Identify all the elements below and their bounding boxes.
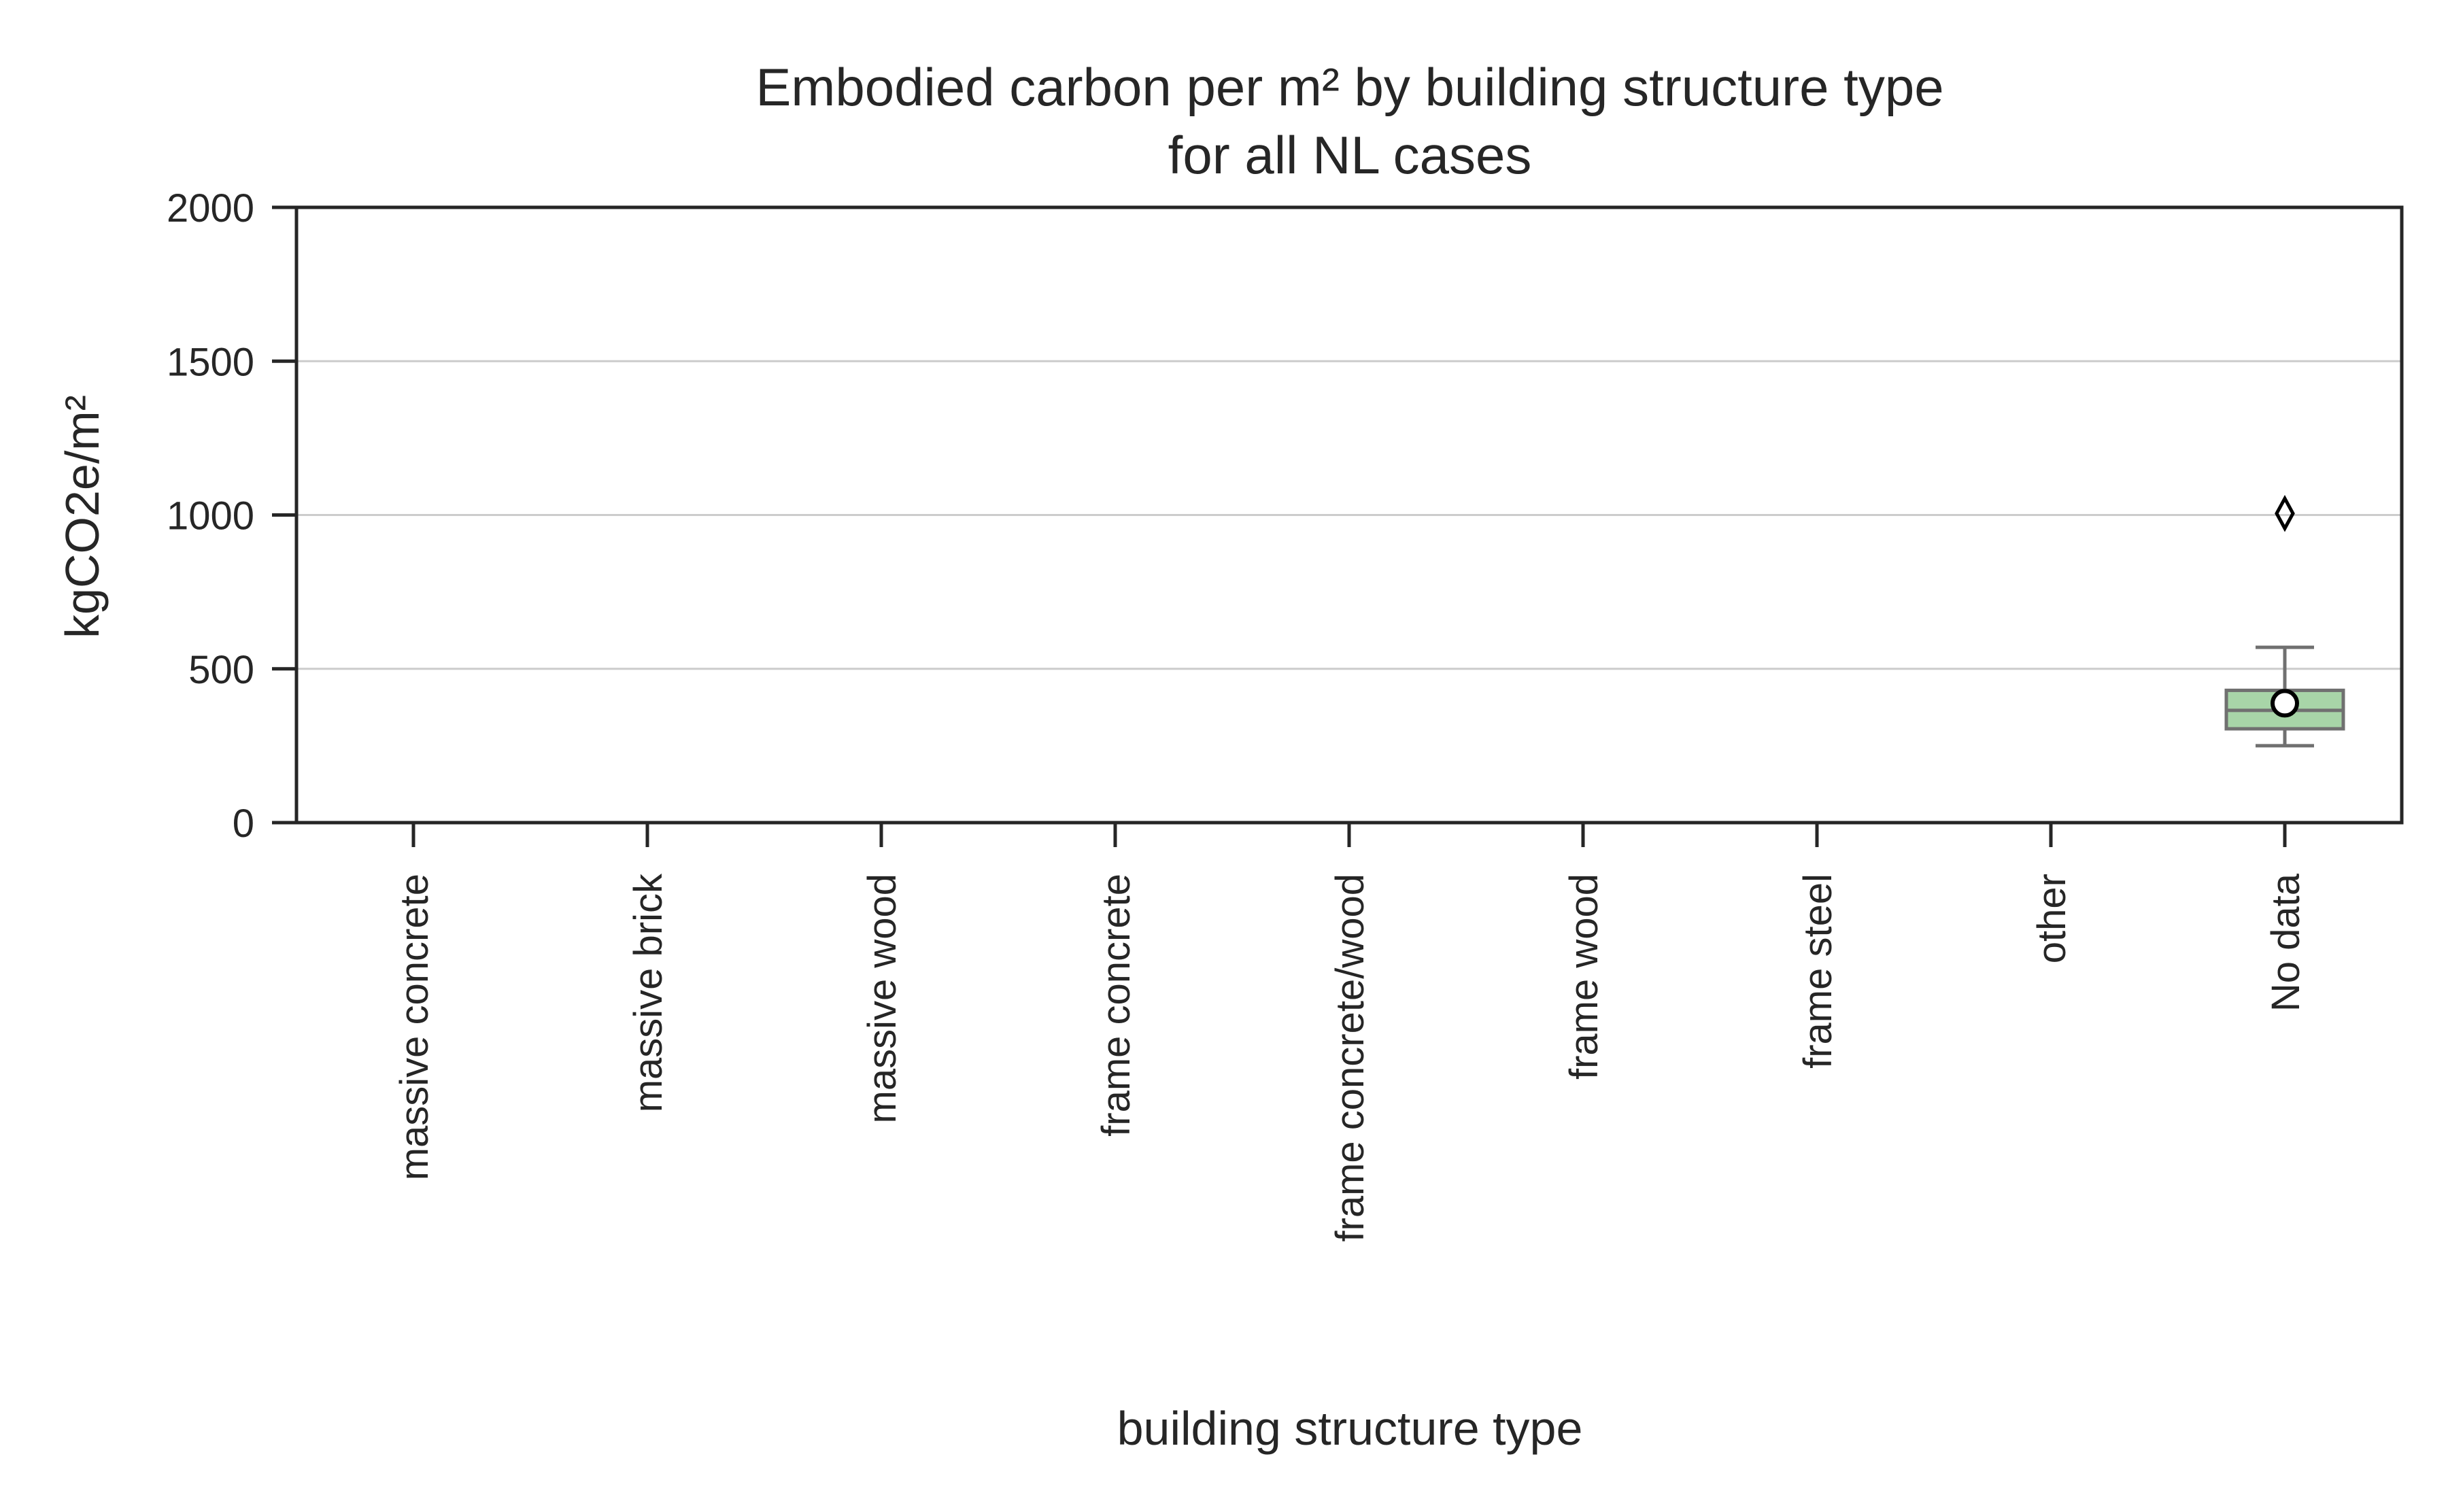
x-axis: massive concrete massive brick massive woo… — [392, 823, 2308, 1242]
y-tick-label: 1000 — [167, 494, 254, 538]
y-tick-label: 1500 — [167, 340, 254, 384]
x-tick-label: frame concrete — [1094, 874, 1138, 1137]
x-tick-label: frame wood — [1562, 874, 1606, 1080]
y-axis-label: kgCO2e/m² — [56, 395, 109, 638]
x-tick-label: massive concrete — [392, 874, 437, 1180]
x-tick-label: frame steel — [1796, 874, 1840, 1069]
y-gridlines — [296, 360, 2402, 670]
y-tick-label: 500 — [188, 648, 254, 692]
x-tick-label: massive brick — [626, 873, 670, 1112]
outlier-point — [2275, 495, 2295, 532]
box-group — [2224, 495, 2345, 748]
x-axis-label: building structure type — [1117, 1402, 1583, 1455]
y-tick-label: 2000 — [167, 186, 254, 230]
y-axis: 0 500 1000 1500 2000 — [167, 186, 296, 846]
chart-title: Embodied carbon per m² by building struc… — [755, 57, 1943, 117]
chart-subtitle: for all NL cases — [1168, 125, 1532, 185]
x-tick-label: other — [2030, 874, 2074, 963]
x-tick-label: frame concrete/wood — [1328, 874, 1372, 1242]
y-tick-label: 0 — [233, 802, 254, 846]
x-tick-label: massive wood — [860, 874, 904, 1123]
box-series — [2224, 495, 2345, 748]
plot-frame — [294, 205, 2404, 825]
x-tick-label: No data — [2264, 873, 2308, 1012]
mean-marker — [2271, 689, 2299, 718]
